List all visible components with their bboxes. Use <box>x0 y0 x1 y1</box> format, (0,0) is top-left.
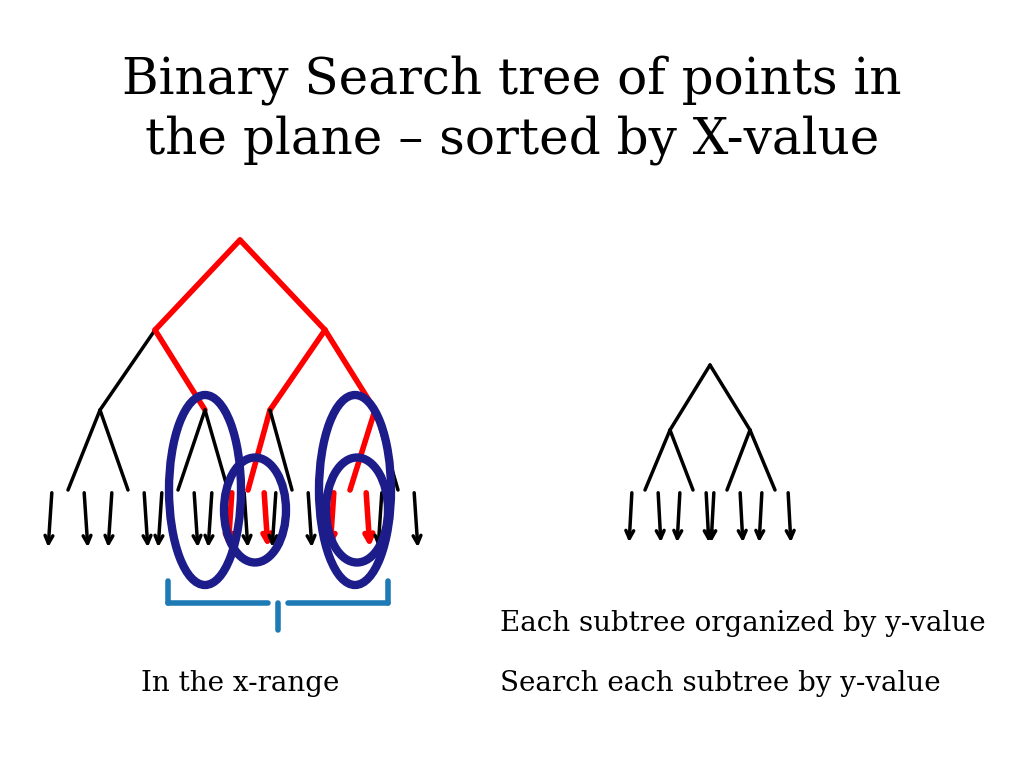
Text: Each subtree organized by y-value: Each subtree organized by y-value <box>500 610 986 637</box>
Text: the plane – sorted by X-value: the plane – sorted by X-value <box>144 115 880 165</box>
Text: Search each subtree by y-value: Search each subtree by y-value <box>500 670 941 697</box>
Text: Binary Search tree of points in: Binary Search tree of points in <box>122 55 902 105</box>
Text: In the x-range: In the x-range <box>141 670 339 697</box>
